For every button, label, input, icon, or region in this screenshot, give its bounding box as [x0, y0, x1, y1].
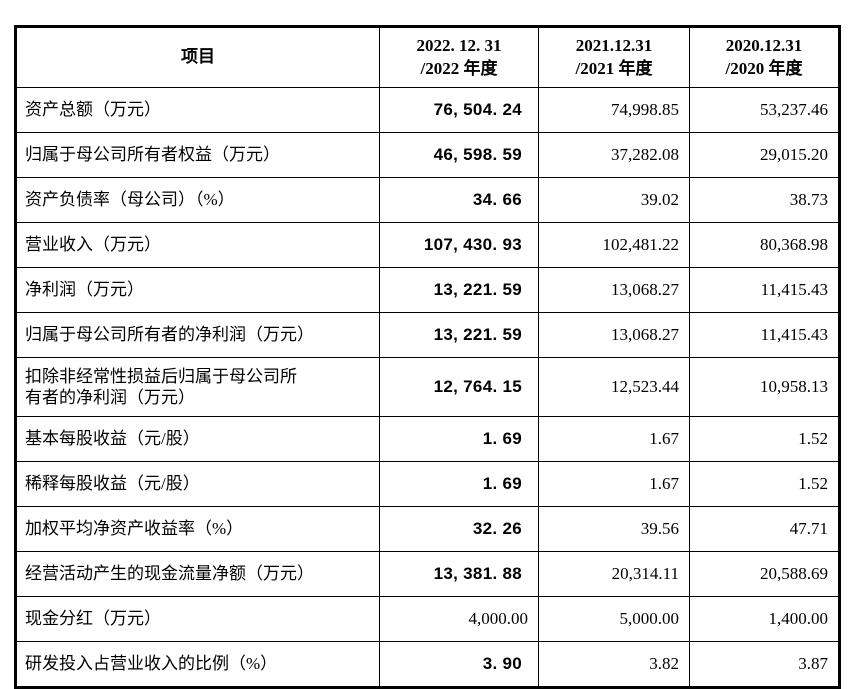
table-row-parent-net-profit: 归属于母公司所有者的净利润（万元） 13, 221. 59 13,068.27 …	[15, 312, 840, 358]
value-2022: 4,000.00	[379, 596, 539, 642]
value-2020: 38.73	[689, 177, 840, 223]
value-2020: 1.52	[689, 416, 840, 462]
row-label: 营业收入（万元）	[15, 222, 380, 268]
value-2021: 102,481.22	[538, 222, 690, 268]
table-row-operating-cashflow: 经营活动产生的现金流量净额（万元） 13, 381. 88 20,314.11 …	[15, 551, 840, 597]
header-2020: 2020.12.31 /2020 年度	[689, 26, 840, 88]
header-2022-date: 2022. 12. 31	[416, 35, 502, 55]
value-2022: 13, 221. 59	[379, 267, 539, 313]
value-2020: 1,400.00	[689, 596, 840, 642]
value-2020: 11,415.43	[689, 267, 840, 313]
row-label: 现金分红（万元）	[15, 596, 380, 642]
table-row-deducted-net-profit: 扣除非经常性损益后归属于母公司所 有者的净利润（万元） 12, 764. 15 …	[15, 357, 840, 417]
value-2022: 34. 66	[379, 177, 539, 223]
row-label: 资产总额（万元）	[15, 87, 380, 133]
value-2022: 32. 26	[379, 506, 539, 552]
table-row-total-assets: 资产总额（万元） 76, 504. 24 74,998.85 53,237.46	[15, 87, 840, 133]
value-2021: 37,282.08	[538, 132, 690, 178]
table-row-weighted-roe: 加权平均净资产收益率（%） 32. 26 39.56 47.71	[15, 506, 840, 552]
value-2022: 1. 69	[379, 416, 539, 462]
value-2022: 76, 504. 24	[379, 87, 539, 133]
value-2022: 1. 69	[379, 461, 539, 507]
table-header: 项目 2022. 12. 31 /2022 年度 2021.12.31 /202…	[15, 26, 840, 88]
row-label: 扣除非经常性损益后归属于母公司所 有者的净利润（万元）	[15, 357, 380, 417]
value-2020: 80,368.98	[689, 222, 840, 268]
financial-summary-table-container: 项目 2022. 12. 31 /2022 年度 2021.12.31 /202…	[14, 25, 841, 689]
value-2021: 1.67	[538, 416, 690, 462]
value-2021: 5,000.00	[538, 596, 690, 642]
table-row-debt-ratio: 资产负债率（母公司）（%） 34. 66 39.02 38.73	[15, 177, 840, 223]
value-2020: 47.71	[689, 506, 840, 552]
header-2022: 2022. 12. 31 /2022 年度	[379, 26, 539, 88]
value-2022: 13, 221. 59	[379, 312, 539, 358]
value-2022: 46, 598. 59	[379, 132, 539, 178]
header-2022-year: /2022 年度	[420, 58, 498, 78]
header-2020-date: 2020.12.31	[725, 35, 803, 55]
value-2020: 20,588.69	[689, 551, 840, 597]
value-2022: 3. 90	[379, 641, 539, 688]
header-2020-year: /2020 年度	[725, 58, 803, 78]
financial-summary-table: 项目 2022. 12. 31 /2022 年度 2021.12.31 /202…	[14, 25, 841, 689]
value-2022: 12, 764. 15	[379, 357, 539, 417]
header-row: 项目 2022. 12. 31 /2022 年度 2021.12.31 /202…	[15, 26, 840, 88]
row-label: 归属于母公司所有者权益（万元）	[15, 132, 380, 178]
value-2020: 53,237.46	[689, 87, 840, 133]
table-row-basic-eps: 基本每股收益（元/股） 1. 69 1.67 1.52	[15, 416, 840, 462]
header-2021: 2021.12.31 /2021 年度	[538, 26, 690, 88]
value-2021: 12,523.44	[538, 357, 690, 417]
row-label: 稀释每股收益（元/股）	[15, 461, 380, 507]
table-row-cash-dividend: 现金分红（万元） 4,000.00 5,000.00 1,400.00	[15, 596, 840, 642]
row-label: 加权平均净资产收益率（%）	[15, 506, 380, 552]
value-2021: 20,314.11	[538, 551, 690, 597]
value-2022: 13, 381. 88	[379, 551, 539, 597]
value-2021: 3.82	[538, 641, 690, 688]
value-2021: 13,068.27	[538, 312, 690, 358]
row-label: 净利润（万元）	[15, 267, 380, 313]
value-2021: 39.56	[538, 506, 690, 552]
value-2021: 74,998.85	[538, 87, 690, 133]
row-label: 归属于母公司所有者的净利润（万元）	[15, 312, 380, 358]
value-2020: 29,015.20	[689, 132, 840, 178]
value-2022: 107, 430. 93	[379, 222, 539, 268]
table-row-rd-ratio: 研发投入占营业收入的比例（%） 3. 90 3.82 3.87	[15, 641, 840, 688]
table-body: 资产总额（万元） 76, 504. 24 74,998.85 53,237.46…	[15, 87, 840, 688]
header-item: 项目	[15, 26, 380, 88]
header-2021-date: 2021.12.31	[575, 35, 653, 55]
value-2020: 10,958.13	[689, 357, 840, 417]
table-row-diluted-eps: 稀释每股收益（元/股） 1. 69 1.67 1.52	[15, 461, 840, 507]
table-row-revenue: 营业收入（万元） 107, 430. 93 102,481.22 80,368.…	[15, 222, 840, 268]
value-2020: 1.52	[689, 461, 840, 507]
header-2021-year: /2021 年度	[575, 58, 653, 78]
value-2020: 11,415.43	[689, 312, 840, 358]
table-row-parent-equity: 归属于母公司所有者权益（万元） 46, 598. 59 37,282.08 29…	[15, 132, 840, 178]
value-2021: 39.02	[538, 177, 690, 223]
row-label: 基本每股收益（元/股）	[15, 416, 380, 462]
value-2020: 3.87	[689, 641, 840, 688]
row-label: 资产负债率（母公司）（%）	[15, 177, 380, 223]
value-2021: 1.67	[538, 461, 690, 507]
row-label: 研发投入占营业收入的比例（%）	[15, 641, 380, 688]
value-2021: 13,068.27	[538, 267, 690, 313]
table-row-net-profit: 净利润（万元） 13, 221. 59 13,068.27 11,415.43	[15, 267, 840, 313]
row-label: 经营活动产生的现金流量净额（万元）	[15, 551, 380, 597]
